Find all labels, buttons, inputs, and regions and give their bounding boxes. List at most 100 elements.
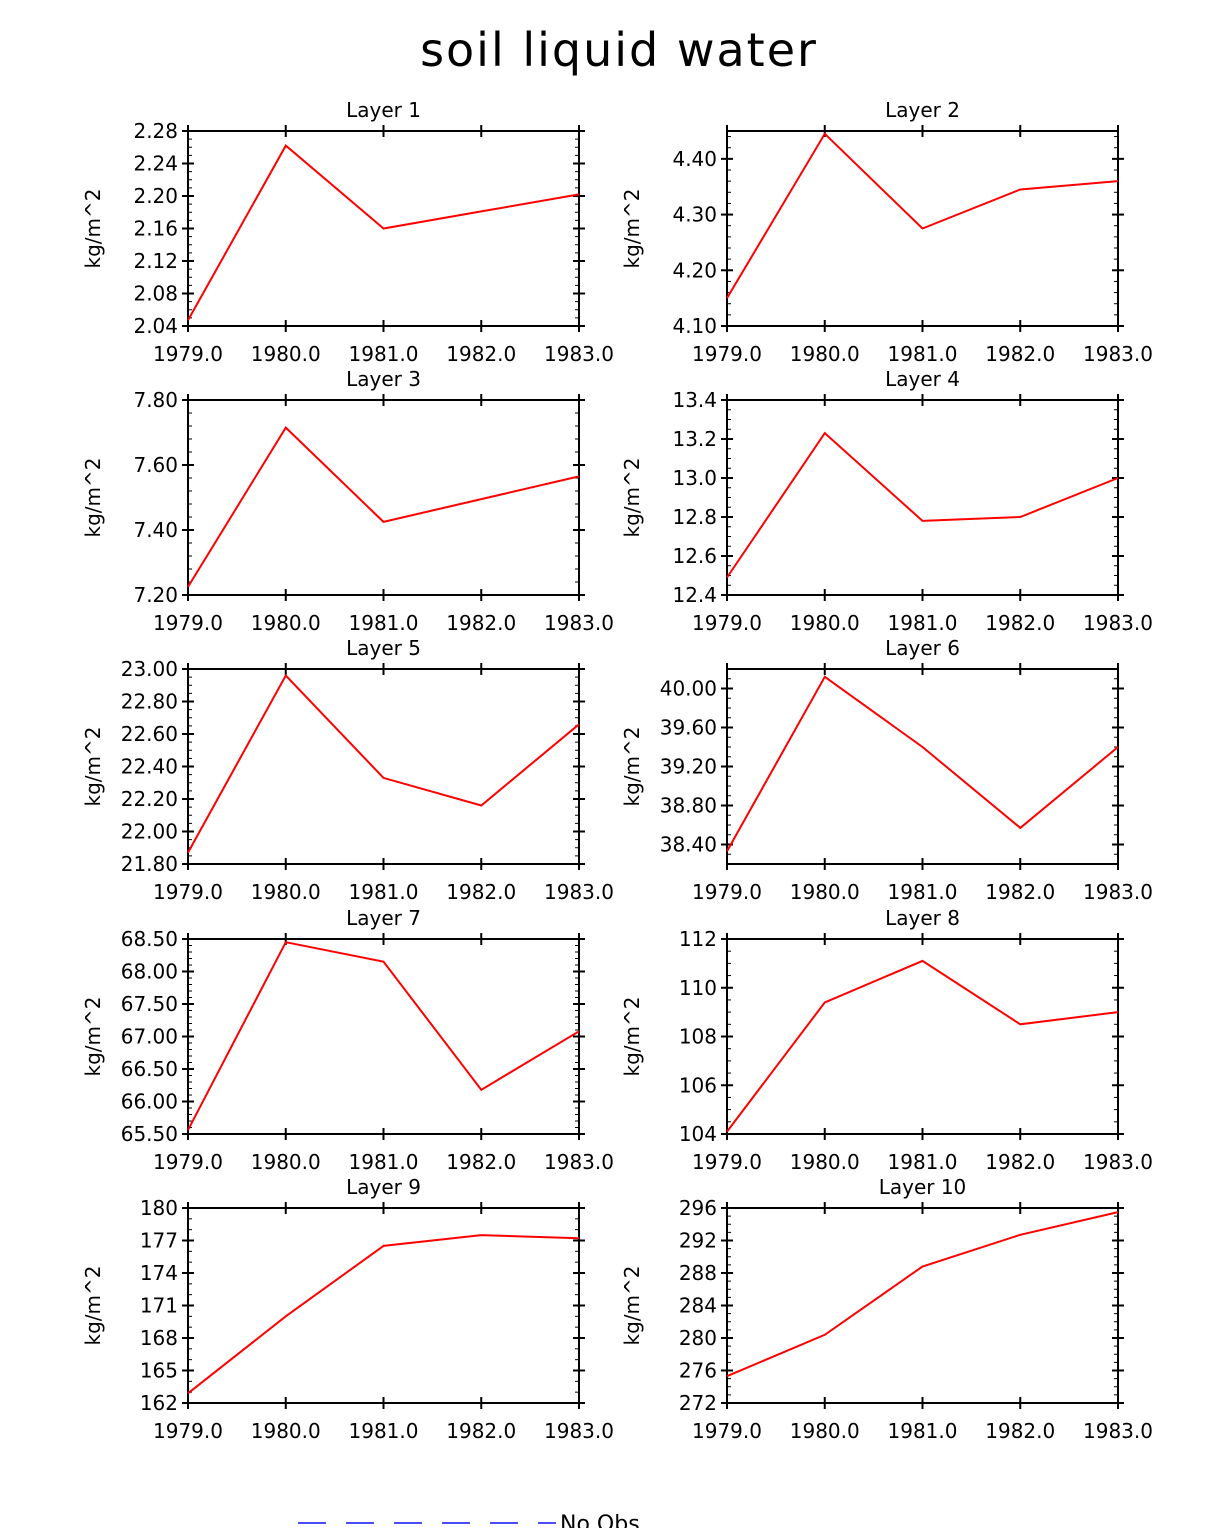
y-tick-label: 7.80 [133,388,178,412]
x-tick-label: 1980.0 [251,342,321,366]
x-tick-label: 1979.0 [692,1419,762,1443]
panel-title: Layer 5 [346,636,421,660]
chart-panel: Layer 7kg/m^265.5066.0066.5067.0067.5068… [81,906,614,1174]
y-tick-label: 21.80 [121,852,178,876]
series-line [188,676,579,853]
x-tick-label: 1979.0 [153,611,223,635]
y-tick-label: 7.60 [133,453,178,477]
y-tick-label: 67.50 [121,992,178,1016]
y-tick-label: 180 [140,1196,178,1220]
x-tick-label: 1983.0 [544,342,614,366]
x-tick-label: 1981.0 [888,611,958,635]
plot-frame [188,939,579,1134]
panel-title: Layer 4 [885,367,960,391]
y-tick-label: 177 [140,1229,178,1253]
y-tick-label: 162 [140,1391,178,1415]
x-tick-label: 1981.0 [888,1419,958,1443]
y-tick-label: 288 [679,1261,717,1285]
y-tick-label: 12.4 [672,583,717,607]
y-tick-label: 22.80 [121,690,178,714]
legend-label: No Obs [560,1512,640,1528]
x-tick-label: 1982.0 [446,1419,516,1443]
x-tick-label: 1981.0 [349,342,419,366]
x-tick-label: 1980.0 [790,1419,860,1443]
x-tick-label: 1982.0 [985,611,1055,635]
x-tick-label: 1982.0 [985,880,1055,904]
y-tick-label: 38.40 [660,833,717,857]
x-tick-label: 1982.0 [446,342,516,366]
x-tick-label: 1983.0 [1083,1419,1153,1443]
y-tick-label: 2.08 [133,282,178,306]
y-tick-label: 22.60 [121,722,178,746]
y-tick-label: 276 [679,1359,717,1383]
y-tick-label: 2.24 [133,152,178,176]
y-tick-label: 66.50 [121,1057,178,1081]
y-tick-label: 68.50 [121,927,178,951]
x-tick-label: 1982.0 [446,880,516,904]
y-tick-label: 7.20 [133,583,178,607]
y-tick-label: 22.20 [121,787,178,811]
x-tick-label: 1982.0 [446,1150,516,1174]
y-tick-label: 2.04 [133,314,178,338]
x-tick-label: 1981.0 [888,880,958,904]
plot-frame [188,669,579,864]
x-tick-label: 1980.0 [251,1419,321,1443]
x-tick-label: 1981.0 [349,880,419,904]
y-tick-label: 112 [679,927,717,951]
x-tick-label: 1979.0 [153,342,223,366]
x-tick-label: 1980.0 [251,611,321,635]
plot-frame [727,400,1118,595]
x-tick-label: 1979.0 [692,342,762,366]
x-tick-label: 1980.0 [251,1150,321,1174]
x-tick-label: 1983.0 [1083,880,1153,904]
chart-panel: Layer 4kg/m^212.412.612.813.013.213.4197… [620,367,1153,635]
y-tick-label: 4.10 [672,314,717,338]
y-tick-label: 13.2 [672,427,717,451]
y-tick-label: 7.40 [133,518,178,542]
series-line [727,134,1118,298]
y-tick-label: 38.80 [660,794,717,818]
y-tick-label: 4.40 [672,147,717,171]
y-tick-label: 13.0 [672,466,717,490]
y-tick-label: 296 [679,1196,717,1220]
x-tick-label: 1979.0 [153,880,223,904]
plot-frame [727,939,1118,1134]
series-line [727,433,1118,577]
x-tick-label: 1983.0 [544,1419,614,1443]
y-tick-label: 2.20 [133,184,178,208]
x-tick-label: 1979.0 [692,1150,762,1174]
y-tick-label: 65.50 [121,1122,178,1146]
y-tick-label: 2.16 [133,217,178,241]
x-tick-label: 1979.0 [692,611,762,635]
y-axis-label: kg/m^2 [81,727,105,807]
y-tick-label: 66.00 [121,1090,178,1114]
x-tick-label: 1980.0 [790,611,860,635]
panel-title: Layer 1 [346,98,421,122]
x-tick-label: 1981.0 [349,1150,419,1174]
y-tick-label: 292 [679,1229,717,1253]
y-axis-label: kg/m^2 [81,458,105,538]
figure-title: soil liquid water [420,23,818,77]
series-line [727,961,1118,1132]
panel-title: Layer 2 [885,98,960,122]
x-tick-label: 1982.0 [985,1150,1055,1174]
x-tick-label: 1983.0 [1083,611,1153,635]
chart-panel: Layer 10kg/m^22722762802842882922961979.… [620,1175,1153,1443]
y-axis-label: kg/m^2 [620,189,644,269]
y-tick-label: 12.8 [672,505,717,529]
legend: No Obs [298,1512,640,1528]
y-tick-label: 108 [679,1025,717,1049]
y-tick-label: 165 [140,1359,178,1383]
y-tick-label: 4.30 [672,203,717,227]
panel-title: Layer 8 [885,906,960,930]
x-tick-label: 1981.0 [349,611,419,635]
series-line [188,942,579,1130]
x-tick-label: 1983.0 [544,880,614,904]
panel-title: Layer 9 [346,1175,421,1199]
y-axis-label: kg/m^2 [620,997,644,1077]
y-axis-label: kg/m^2 [81,189,105,269]
x-tick-label: 1979.0 [692,880,762,904]
x-tick-label: 1983.0 [544,611,614,635]
